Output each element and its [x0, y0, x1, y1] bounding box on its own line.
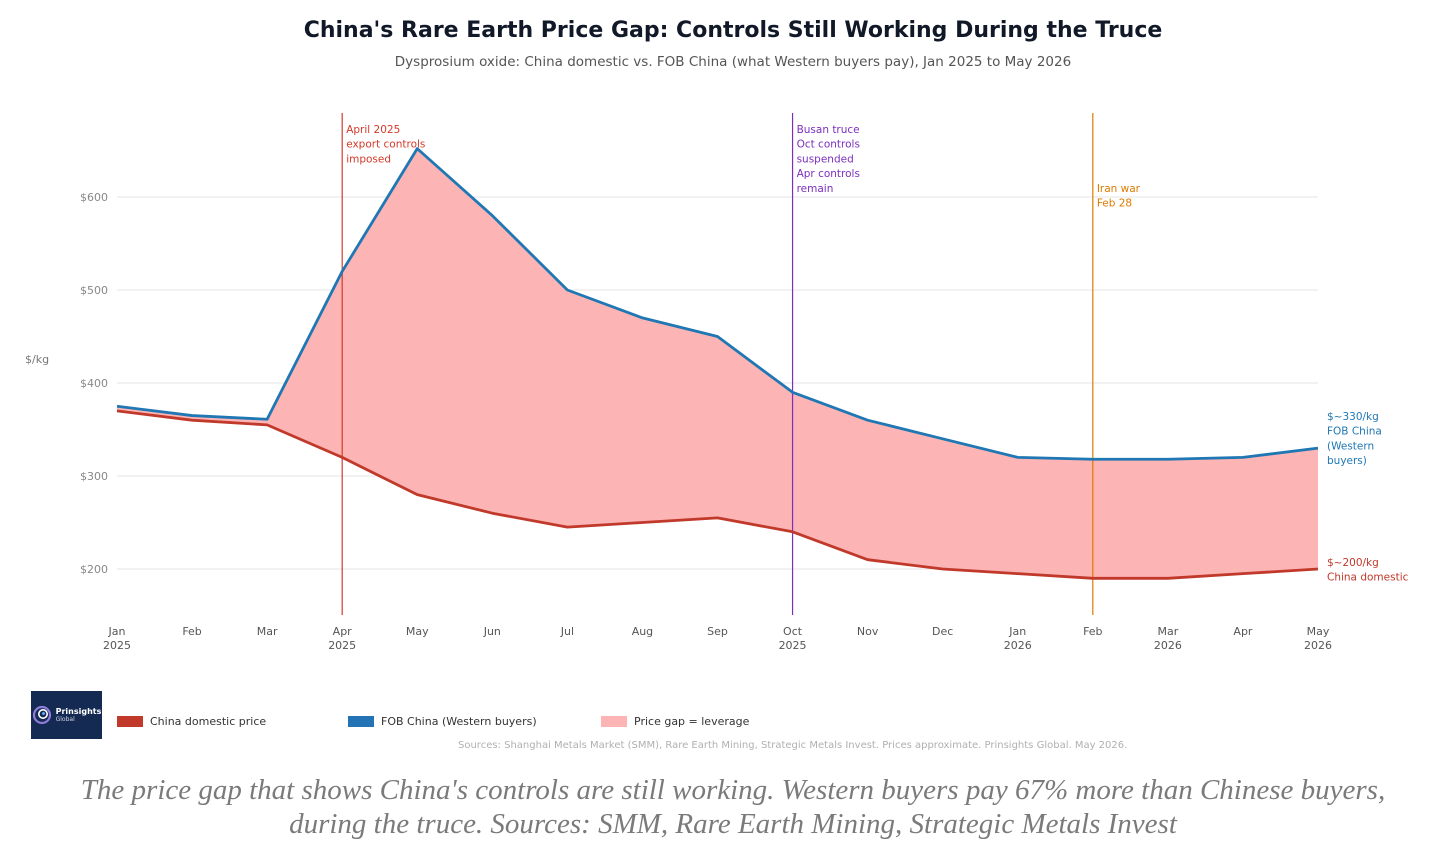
end-label-0-0: $~330/kg — [1327, 411, 1379, 423]
figure-caption: The price gap that shows China's control… — [10, 773, 1456, 841]
logo-name: Prinsights — [55, 706, 102, 716]
x-tick-label-12: Jan — [1008, 625, 1026, 638]
legend-label-fob-china: FOB China (Western buyers) — [381, 714, 537, 728]
x-tick-label-3: Apr — [333, 625, 353, 638]
annotation-1-line-2: suspended — [797, 153, 854, 165]
legend-swatch-price-gap — [601, 715, 627, 727]
x-tick-label-9: Oct — [783, 625, 803, 638]
annotation-1-line-1: Oct controls — [797, 139, 860, 151]
y-tick-label-300: $300 — [80, 470, 108, 483]
x-tick-year-16: 2026 — [1304, 639, 1332, 652]
x-tick-label-11: Dec — [932, 625, 953, 638]
y-tick-label-200: $200 — [80, 563, 108, 576]
y-tick-label-400: $400 — [80, 377, 108, 390]
x-tick-label-4: May — [406, 625, 429, 638]
logo-sub: Global — [55, 715, 75, 723]
annotation-0-line-0: April 2025 — [346, 124, 400, 136]
logo-swirl-icon — [32, 705, 51, 725]
x-tick-label-1: Feb — [182, 625, 201, 638]
series-line-0 — [116, 147, 1319, 461]
source-note: Sources: Shanghai Metals Market (SMM), R… — [458, 740, 1128, 751]
annotation-2-line-0: Iran war — [1097, 183, 1141, 195]
end-label-0-1: FOB China — [1327, 426, 1382, 438]
annotation-1-line-3: Apr controls — [797, 168, 860, 180]
legend-swatch-china-domestic — [117, 715, 143, 727]
annotation-1-line-0: Busan truce — [797, 124, 860, 136]
annotation-1-line-4: remain — [797, 183, 834, 195]
price-gap-area — [117, 148, 1318, 579]
y-axis-label: $/kg — [25, 353, 49, 366]
price-gap-chart: $200 $300 $400 $500 $600 $/kg April 2025 export… — [25, 113, 1409, 652]
legend-item-price-gap: Price gap = leverage — [601, 713, 749, 729]
x-tick-label-15: Apr — [1233, 625, 1253, 638]
x-tick-label-10: Nov — [857, 625, 879, 638]
end-label-1-1: China domestic — [1327, 572, 1409, 584]
x-tick-label-6: Jul — [560, 625, 574, 638]
annotation-0-line-1: export controls — [346, 139, 425, 151]
x-tick-label-7: Aug — [632, 625, 653, 638]
annotation-0-line-2: imposed — [346, 153, 391, 165]
chart-title: China's Rare Earth Price Gap: Controls S… — [303, 18, 1163, 43]
y-tick-label-600: $600 — [80, 191, 108, 204]
y-tick-label-500: $500 — [80, 284, 108, 297]
x-tick-label-14: Mar — [1157, 625, 1178, 638]
chart-subtitle: Dysprosium oxide: China domestic vs. FOB… — [394, 54, 1072, 70]
x-tick-label-13: Feb — [1083, 625, 1102, 638]
legend-label-china-domestic: China domestic price — [150, 714, 267, 728]
legend-label-price-gap: Price gap = leverage — [634, 714, 750, 728]
series-line-1 — [116, 409, 1319, 580]
end-label-1-0: $~200/kg — [1327, 557, 1379, 569]
x-tick-label-2: Mar — [257, 625, 278, 638]
x-tick-year-12: 2026 — [1004, 639, 1032, 652]
x-tick-label-16: May — [1307, 625, 1330, 638]
legend-item-fob-china: FOB China (Western buyers) — [348, 713, 537, 729]
x-tick-label-0: Jan — [108, 625, 126, 638]
prinsights-logo: Prinsights Global — [31, 691, 102, 739]
x-tick-year-14: 2026 — [1154, 639, 1182, 652]
x-tick-label-5: Jun — [483, 625, 501, 638]
annotation-2-line-1: Feb 28 — [1097, 198, 1132, 210]
x-tick-label-8: Sep — [707, 625, 728, 638]
end-label-0-3: buyers) — [1327, 455, 1367, 467]
x-tick-year-0: 2025 — [103, 639, 131, 652]
caption-line-2: during the truce. Sources: SMM, Rare Ear… — [289, 808, 1177, 840]
legend-swatch-fob-china — [348, 715, 374, 727]
legend-item-china-domestic: China domestic price — [117, 713, 266, 729]
x-tick-year-3: 2025 — [328, 639, 356, 652]
end-label-0-2: (Western — [1327, 440, 1374, 452]
caption-line-1: The price gap that shows China's control… — [80, 774, 1386, 806]
x-tick-year-9: 2025 — [779, 639, 807, 652]
